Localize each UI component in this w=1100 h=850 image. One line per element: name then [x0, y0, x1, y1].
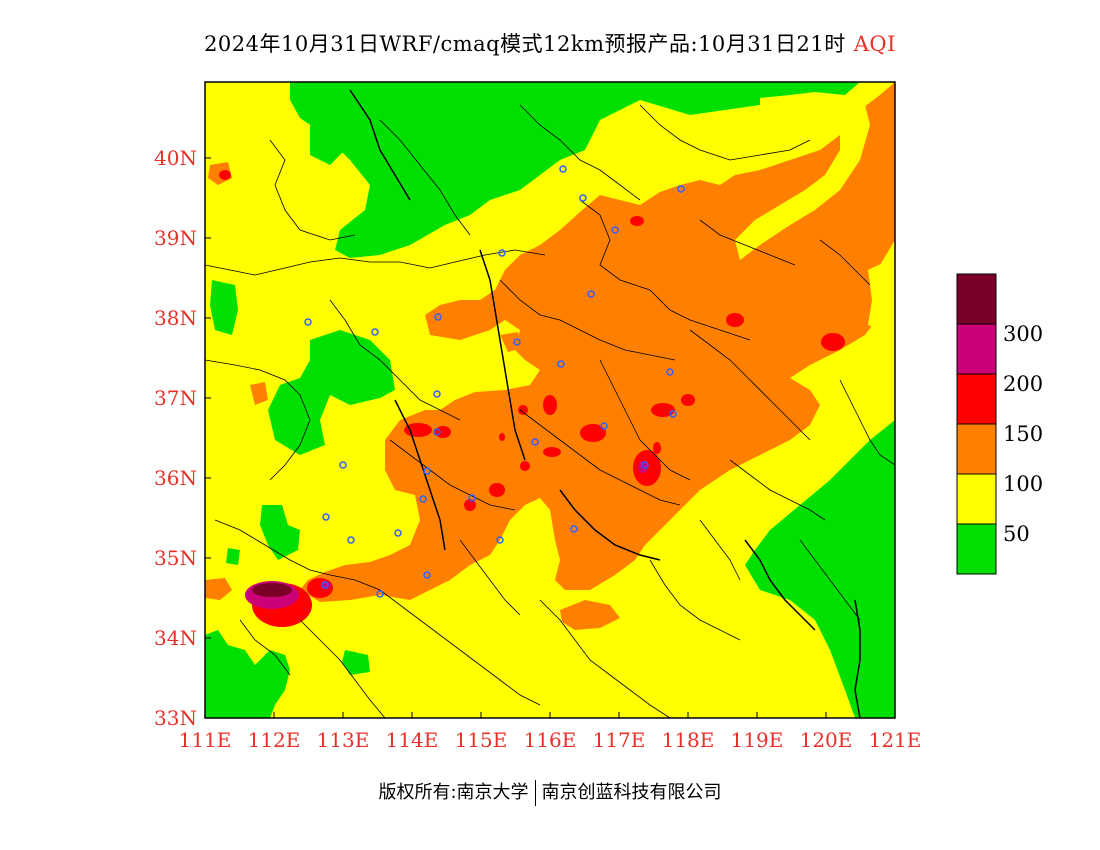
y-tick-label: 40N [154, 146, 197, 170]
province-boundaries [349, 89, 861, 718]
y-tick-label: 36N [154, 466, 197, 490]
aqi-zone-sensitive-spot2 [500, 332, 522, 352]
aqi-zone-sensitive-spot3 [250, 382, 268, 405]
y-tick-label: 34N [154, 626, 197, 650]
aqi-zone-good-southwest [205, 630, 290, 718]
legend-label: 50 [1003, 522, 1030, 546]
title-text: 2024年10月31日WRF/cmaq模式12km预报产品:10月31日21时 [204, 32, 846, 56]
legend-label: 100 [1003, 472, 1044, 496]
x-tick-label: 111E [179, 728, 232, 752]
copyright-label: 版权所有: [378, 782, 457, 803]
aqi-zone-sensitive-inner-yellow2 [868, 262, 890, 330]
map-field [205, 82, 895, 718]
x-tick-label: 121E [869, 728, 922, 752]
copyright-org-cl: 南京创蓝科技有限公司 [541, 782, 722, 803]
aqi-zone-good-west2 [260, 505, 300, 560]
aqi-zone-sensitive-south [560, 600, 620, 630]
city-markers [304, 165, 685, 598]
x-tick-label: 118E [662, 728, 715, 752]
y-tick-label: 35N [154, 546, 197, 570]
x-tick-label: 113E [317, 728, 370, 752]
legend-swatch [956, 523, 997, 575]
legend-label: 150 [1003, 422, 1044, 446]
x-tick-label: 115E [455, 728, 508, 752]
map-axes: 111E 112E 113E 114E 115E 116E 117E 118E 119E 120E… [154, 146, 921, 752]
legend-swatch [956, 273, 997, 325]
aqi-zone-good-sw-small [342, 650, 370, 675]
legend-swatch [956, 423, 997, 475]
county-boundaries [205, 104, 895, 718]
aqi-zone-sensitive [300, 82, 895, 602]
aqi-zone-good-east [745, 420, 895, 718]
x-tick-label: 120E [800, 728, 853, 752]
aqi-zone-good-west [268, 330, 395, 455]
y-tick-label: 39N [154, 226, 197, 250]
x-tick-label: 117E [593, 728, 646, 752]
aqi-zone-good-west-small [210, 280, 238, 335]
aqi-zone-sensitive-west-edge [205, 578, 232, 600]
aqi-legend [956, 273, 997, 575]
legend-label: 200 [1003, 372, 1044, 396]
x-tick-label: 116E [524, 728, 577, 752]
x-tick-label: 119E [731, 728, 784, 752]
y-tick-label: 33N [154, 706, 197, 730]
y-tick-label: 38N [154, 306, 197, 330]
aqi-zone-sensitive-inner-yellow [735, 105, 870, 260]
aqi-zone-good-ne [740, 82, 860, 98]
x-tick-label: 112E [248, 728, 301, 752]
copyright-org-nju: 南京大学 [456, 782, 529, 803]
copyright-footer: 版权所有:南京大学 南京创蓝科技有限公司 [0, 778, 1100, 806]
footer-divider [534, 780, 536, 806]
title-variable: AQI [853, 32, 896, 56]
legend-swatch [956, 373, 997, 425]
aqi-zone-good-west3 [226, 548, 240, 565]
aqi-zone-hazardous [252, 583, 292, 597]
x-tick-label: 114E [386, 728, 439, 752]
legend-swatch [956, 473, 997, 525]
map-title: 2024年10月31日WRF/cmaq模式12km预报产品:10月31日21时 A… [0, 28, 1100, 58]
aqi-zone-good-north [290, 82, 760, 258]
aqi-zone-good-north2 [310, 120, 350, 165]
y-tick-label: 37N [154, 386, 197, 410]
legend-swatch [956, 323, 997, 375]
legend-label: 300 [1003, 322, 1044, 346]
